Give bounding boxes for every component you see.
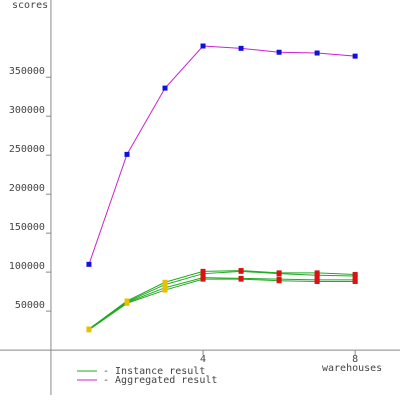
x-tick-label: 4 [200,354,206,365]
instance-line [88,277,356,330]
marker [314,50,320,56]
marker [276,271,282,277]
marker [200,43,206,49]
marker [314,278,320,284]
y-tick-label: 200000 [9,183,45,194]
y-tick-label: 50000 [15,300,45,311]
aggregated-line [88,45,356,265]
marker [86,261,92,267]
y-axis-label: scores [12,0,48,11]
y-tick-label: 350000 [9,66,45,77]
marker [162,85,168,91]
marker [162,282,168,288]
legend-label: - Instance result [103,366,205,377]
marker [86,327,92,333]
legend-label: - Aggregated result [103,375,217,386]
y-tick-label: 250000 [9,144,45,155]
marker [276,49,282,55]
marker [238,45,244,51]
x-tick-label: 8 [352,354,358,365]
marker [238,268,244,274]
x-axis-label: warehouses [322,363,382,374]
y-tick-label: 300000 [9,105,45,116]
marker [124,151,130,157]
marker [352,278,358,284]
instance-line [88,278,356,331]
marker [162,287,168,293]
marker [276,278,282,284]
marker [200,271,206,277]
marker [238,276,244,282]
y-tick-label: 150000 [9,222,45,233]
marker [352,53,358,59]
marker [200,276,206,282]
marker [124,300,130,306]
marker [314,272,320,278]
marker [352,273,358,279]
y-tick-label: 100000 [9,261,45,272]
instance-line [88,270,356,330]
instance-line [88,270,356,330]
